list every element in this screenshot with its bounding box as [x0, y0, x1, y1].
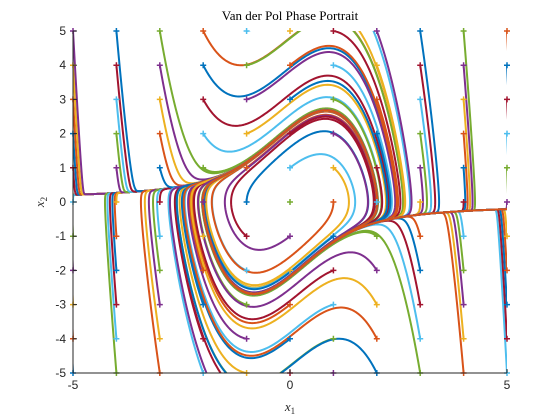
initial-point-marker: [504, 199, 510, 205]
initial-point-marker: [461, 28, 467, 34]
y-tick-label: 4: [59, 58, 66, 72]
initial-point-marker: [330, 336, 336, 342]
initial-point-marker: [417, 28, 423, 34]
initial-condition-markers: [70, 28, 510, 376]
x-tick-label: 0: [287, 378, 294, 392]
initial-point-marker: [417, 165, 423, 171]
y-tick-label: 0: [59, 195, 66, 209]
trajectory-1-2: [110, 110, 377, 305]
initial-point-marker: [330, 199, 336, 205]
initial-point-marker: [157, 131, 163, 137]
x-axis-label: x1: [284, 399, 295, 416]
initial-point-marker: [244, 96, 250, 102]
trajectory-5-10: [203, 11, 405, 294]
y-tick-labels: -5 -4 -3 -2 -1 0 1 2 3 4 5: [55, 24, 66, 380]
initial-point-marker: [417, 62, 423, 68]
y-tick-label: -3: [55, 298, 66, 312]
initial-point-marker: [244, 62, 250, 68]
y-axis-label: x2: [32, 197, 49, 208]
trajectory-9-8: [203, 99, 470, 294]
trajectory-5-2: [193, 110, 378, 323]
trajectory-4-7: [203, 85, 386, 294]
trajectory-6-3: [194, 110, 377, 319]
initial-point-marker: [504, 96, 510, 102]
initial-point-marker: [330, 28, 336, 34]
initial-point-marker: [157, 302, 163, 308]
trajectory-2-0: [141, 110, 377, 373]
initial-point-marker: [330, 267, 336, 273]
initial-point-marker: [244, 131, 250, 137]
chart-title: Van der Pol Phase Portrait: [222, 8, 359, 23]
initial-point-marker: [504, 62, 510, 68]
y-tick-label: 2: [59, 127, 66, 141]
y-tick-label: 5: [59, 24, 66, 38]
initial-point-marker: [417, 131, 423, 137]
trajectory-5-0: [175, 110, 377, 393]
initial-point-marker: [417, 96, 423, 102]
y-tick-label: 1: [59, 161, 66, 175]
initial-point-marker: [157, 233, 163, 239]
initial-point-marker: [417, 233, 423, 239]
y-tick-label: 3: [59, 92, 66, 106]
x-tick-labels: -5 0 5: [68, 378, 511, 392]
y-tick-label: -1: [55, 229, 66, 243]
initial-point-marker: [417, 267, 423, 273]
initial-point-marker: [330, 62, 336, 68]
initial-point-marker: [287, 28, 293, 34]
initial-point-marker: [157, 62, 163, 68]
initial-point-marker: [417, 302, 423, 308]
x-tick-label: -5: [68, 378, 79, 392]
initial-point-marker: [157, 165, 163, 171]
initial-point-marker: [157, 336, 163, 342]
initial-point-marker: [330, 302, 336, 308]
y-tick-label: -2: [55, 263, 66, 277]
initial-point-marker: [157, 28, 163, 34]
x-tick-label: 5: [504, 378, 511, 392]
initial-point-marker: [157, 96, 163, 102]
trajectory-5-8: [203, 81, 388, 294]
initial-point-marker: [113, 165, 119, 171]
initial-point-marker: [244, 336, 250, 342]
y-tick-label: -5: [55, 366, 66, 380]
initial-point-marker: [287, 199, 293, 205]
initial-point-marker: [244, 28, 250, 34]
initial-point-marker: [417, 336, 423, 342]
initial-point-marker: [461, 233, 467, 239]
initial-point-marker: [504, 28, 510, 34]
initial-point-marker: [504, 131, 510, 137]
initial-point-marker: [504, 165, 510, 171]
initial-point-marker: [157, 267, 163, 273]
initial-point-marker: [113, 28, 119, 34]
y-tick-label: -4: [55, 332, 66, 346]
initial-point-marker: [244, 199, 250, 205]
trajectory-8-10: [203, 31, 439, 294]
